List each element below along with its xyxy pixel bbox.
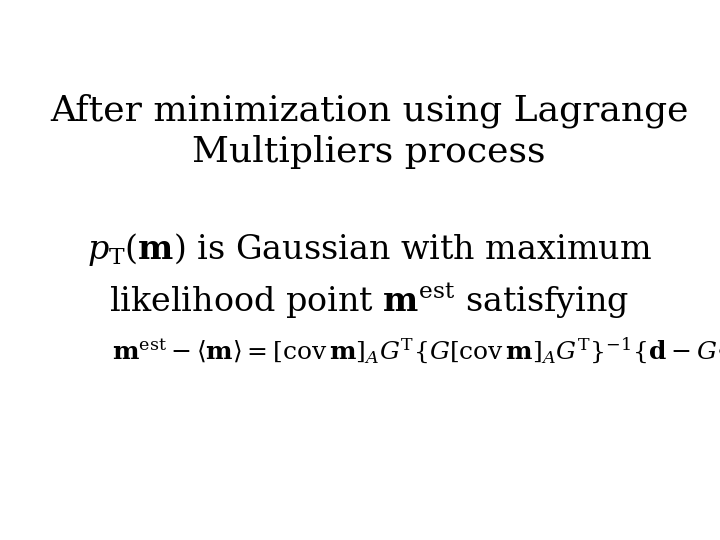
- Text: $\mathbf{m}^\mathrm{est} - \langle\mathbf{m}\rangle = [\mathrm{cov}\,\mathbf{m}]: $\mathbf{m}^\mathrm{est} - \langle\mathb…: [112, 335, 720, 365]
- Text: After minimization using Lagrange: After minimization using Lagrange: [50, 94, 688, 129]
- Text: Multipliers process: Multipliers process: [192, 136, 546, 170]
- Text: likelihood point $\mathbf{m}^\mathrm{est}$ satisfying: likelihood point $\mathbf{m}^\mathrm{est…: [109, 281, 629, 321]
- Text: $p_\mathrm{T}(\mathbf{m})$ is Gaussian with maximum: $p_\mathrm{T}(\mathbf{m})$ is Gaussian w…: [86, 231, 652, 268]
